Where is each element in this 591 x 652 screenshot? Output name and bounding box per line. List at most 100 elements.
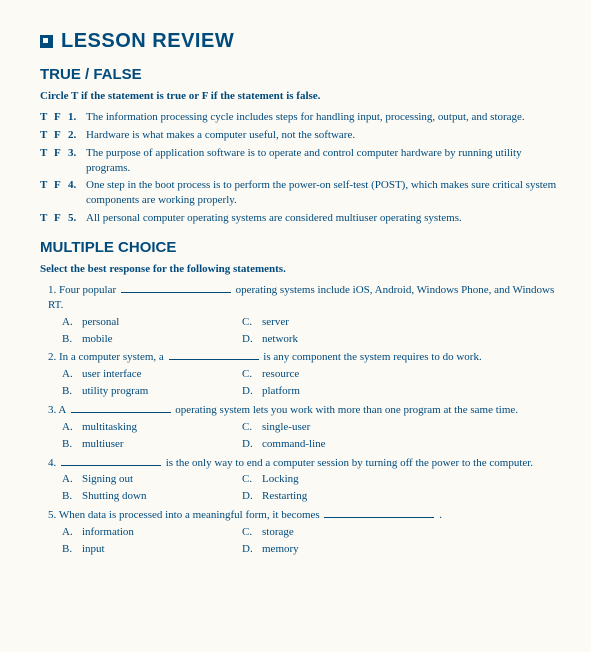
opt-text: Shutting down: [82, 489, 146, 504]
opt-letter: B.: [48, 437, 82, 452]
mc-options-row: A.information C.storage: [48, 525, 557, 540]
opt-letter: C.: [228, 315, 262, 330]
tf-num: 4.: [68, 178, 86, 208]
mc-pre: When data is processed into a meaningful…: [59, 509, 320, 521]
mc-options-row: B.input D.memory: [48, 542, 557, 557]
opt-letter: D.: [228, 542, 262, 557]
mc-post: .: [439, 509, 442, 521]
mc-question: 2. In a computer system, a is any compon…: [48, 350, 557, 365]
tf-t-label: T: [40, 178, 54, 208]
opt-text: memory: [262, 542, 299, 557]
tf-t-label: T: [40, 128, 54, 143]
mc-heading: MULTIPLE CHOICE: [40, 238, 557, 258]
opt-text: single-user: [262, 420, 310, 435]
tf-num: 1.: [68, 110, 86, 125]
mc-options-row: B.mobile D.network: [48, 332, 557, 347]
tf-text: All personal computer operating systems …: [86, 211, 557, 226]
mc-num: 2.: [48, 351, 56, 363]
opt-letter: B.: [48, 384, 82, 399]
opt-text: information: [82, 525, 134, 540]
tf-f-label: F: [54, 146, 68, 176]
mc-pre: Four popular: [59, 284, 116, 296]
opt-letter: A.: [48, 472, 82, 487]
tf-row: T F 2. Hardware is what makes a computer…: [40, 128, 557, 143]
tf-f-label: F: [54, 211, 68, 226]
opt-text: resource: [262, 367, 299, 382]
mc-options-row: A.Signing out C.Locking: [48, 472, 557, 487]
opt-letter: D.: [228, 437, 262, 452]
tf-row: T F 4. One step in the boot process is t…: [40, 178, 557, 208]
mc-options-row: B.multiuser D.command-line: [48, 437, 557, 452]
tf-heading: TRUE / FALSE: [40, 65, 557, 85]
mc-post: operating system lets you work with more…: [175, 404, 518, 416]
tf-f-label: F: [54, 178, 68, 208]
mc-question: 3. A operating system lets you work with…: [48, 403, 557, 418]
lesson-title: LESSON REVIEW: [61, 28, 234, 55]
mc-num: 5.: [48, 509, 56, 521]
mc-instruction: Select the best response for the followi…: [40, 262, 557, 277]
opt-letter: C.: [228, 525, 262, 540]
blank-line: [61, 456, 161, 466]
opt-text: personal: [82, 315, 119, 330]
opt-letter: A.: [48, 420, 82, 435]
opt-letter: C.: [228, 472, 262, 487]
tf-num: 2.: [68, 128, 86, 143]
opt-text: multiuser: [82, 437, 124, 452]
blank-line: [324, 508, 434, 518]
tf-f-label: F: [54, 128, 68, 143]
tf-f-label: F: [54, 110, 68, 125]
mc-options-row: B.utility program D.platform: [48, 384, 557, 399]
opt-text: storage: [262, 525, 294, 540]
mc-post: is any component the system requires to …: [263, 351, 481, 363]
opt-letter: A.: [48, 525, 82, 540]
opt-text: input: [82, 542, 105, 557]
opt-text: Restarting: [262, 489, 307, 504]
mc-options-row: A.multitasking C.single-user: [48, 420, 557, 435]
opt-letter: B.: [48, 489, 82, 504]
mc-question: 1. Four popular operating systems includ…: [48, 283, 557, 313]
mc-question: 5. When data is processed into a meaning…: [48, 508, 557, 523]
blank-line: [71, 403, 171, 413]
opt-letter: A.: [48, 315, 82, 330]
mc-options-row: B.Shutting down D.Restarting: [48, 489, 557, 504]
opt-text: Locking: [262, 472, 299, 487]
mc-pre: In a computer system, a: [59, 351, 164, 363]
mc-question: 4. is the only way to end a computer ses…: [48, 456, 557, 471]
opt-letter: C.: [228, 420, 262, 435]
tf-row: T F 3. The purpose of application softwa…: [40, 146, 557, 176]
tf-text: The purpose of application software is t…: [86, 146, 557, 176]
opt-letter: A.: [48, 367, 82, 382]
opt-text: multitasking: [82, 420, 137, 435]
opt-letter: D.: [228, 384, 262, 399]
opt-text: Signing out: [82, 472, 133, 487]
tf-text: One step in the boot process is to perfo…: [86, 178, 557, 208]
tf-row: T F 5. All personal computer operating s…: [40, 211, 557, 226]
mc-pre: A: [58, 404, 65, 416]
tf-t-label: T: [40, 110, 54, 125]
opt-letter: D.: [228, 489, 262, 504]
mc-num: 1.: [48, 284, 56, 296]
title-row: LESSON REVIEW: [40, 28, 557, 55]
blank-line: [169, 350, 259, 360]
opt-letter: D.: [228, 332, 262, 347]
opt-letter: C.: [228, 367, 262, 382]
opt-text: utility program: [82, 384, 148, 399]
bullet-square-icon: [40, 35, 53, 48]
mc-num: 4.: [48, 457, 56, 469]
tf-instruction: Circle T if the statement is true or F i…: [40, 89, 557, 104]
mc-num: 3.: [48, 404, 56, 416]
tf-t-label: T: [40, 146, 54, 176]
opt-letter: B.: [48, 332, 82, 347]
opt-text: mobile: [82, 332, 113, 347]
tf-num: 5.: [68, 211, 86, 226]
tf-text: Hardware is what makes a computer useful…: [86, 128, 557, 143]
opt-text: user interface: [82, 367, 142, 382]
tf-row: T F 1. The information processing cycle …: [40, 110, 557, 125]
tf-t-label: T: [40, 211, 54, 226]
page: LESSON REVIEW TRUE / FALSE Circle T if t…: [0, 0, 591, 557]
tf-text: The information processing cycle include…: [86, 110, 557, 125]
opt-text: network: [262, 332, 298, 347]
mc-options-row: A.user interface C.resource: [48, 367, 557, 382]
mc-options-row: A.personal C.server: [48, 315, 557, 330]
blank-line: [121, 283, 231, 293]
